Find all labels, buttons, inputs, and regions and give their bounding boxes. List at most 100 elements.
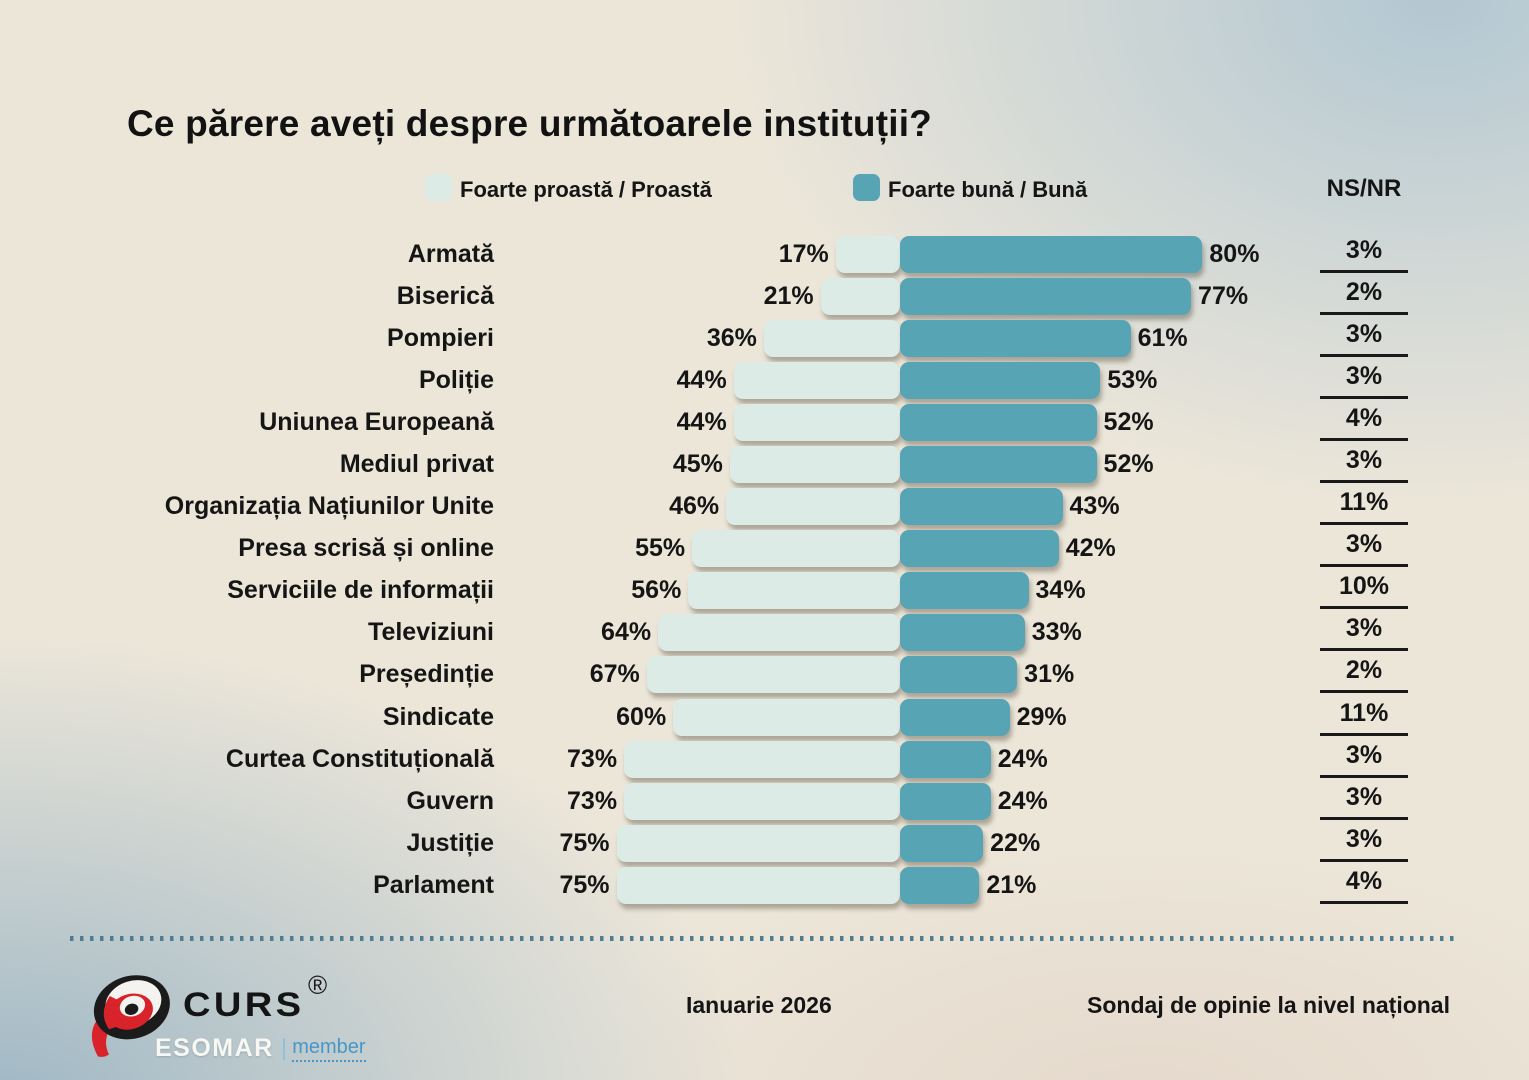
- nsnr-cell: 2%: [1320, 656, 1408, 694]
- positive-bar: [900, 446, 1097, 484]
- negative-bar: [726, 488, 900, 526]
- positive-value: 43%: [1069, 492, 1120, 521]
- footer-note: Sondaj de opinie la nivel național: [1087, 992, 1450, 1018]
- table-row: Sindicate 60% 29% 11%: [0, 696, 1529, 738]
- institution-label: Poliție: [418, 365, 494, 394]
- nsnr-value: 3%: [1345, 740, 1383, 769]
- positive-bar: [900, 235, 1203, 273]
- positive-bar: [900, 824, 984, 862]
- brand-text: CURS: [183, 986, 305, 1024]
- table-row: Pompieri 36% 61% 3%: [0, 317, 1529, 359]
- table-row: Televiziuni 64% 33% 3%: [0, 612, 1529, 654]
- positive-zone: 52%: [900, 401, 1320, 443]
- page-title: Ce părere aveți despre următoarele insti…: [127, 103, 932, 144]
- negative-zone: 55%: [508, 528, 900, 570]
- negative-bar: [673, 698, 900, 736]
- positive-bar: [900, 698, 1010, 736]
- positive-bar: [900, 277, 1192, 315]
- positive-zone: 53%: [900, 359, 1320, 401]
- positive-zone: 21%: [900, 864, 1320, 906]
- table-row: Curtea Constituțională 73% 24% 3%: [0, 738, 1529, 780]
- nsnr-value: 3%: [1345, 319, 1383, 348]
- positive-value: 24%: [997, 786, 1048, 815]
- institution-label: Guvern: [406, 786, 494, 815]
- positive-zone: 34%: [900, 570, 1320, 612]
- negative-value: 45%: [672, 450, 723, 479]
- negative-zone: 67%: [508, 654, 900, 696]
- negative-zone: 75%: [508, 864, 900, 906]
- positive-zone: 42%: [900, 528, 1320, 570]
- positive-value: 52%: [1103, 450, 1154, 479]
- positive-bar: [900, 403, 1097, 441]
- nsnr-cell: 3%: [1320, 362, 1408, 399]
- legend-negative-swatch: [425, 174, 452, 201]
- nsnr-value: 3%: [1345, 614, 1383, 643]
- negative-bar: [646, 656, 900, 694]
- positive-bar: [900, 614, 1025, 652]
- table-row: Poliție 44% 53% 3%: [0, 359, 1529, 401]
- positive-zone: 77%: [900, 275, 1320, 317]
- table-row: Mediul privat 45% 52% 3%: [0, 443, 1529, 485]
- negative-bar: [688, 572, 900, 610]
- positive-bar: [900, 361, 1101, 399]
- dotted-divider: [70, 936, 1460, 941]
- positive-bar: [900, 740, 991, 778]
- positive-value: 77%: [1198, 281, 1249, 310]
- institution-label: Mediul privat: [339, 450, 494, 479]
- positive-zone: 24%: [900, 780, 1320, 822]
- table-row: Uniunea Europeană 44% 52% 4%: [0, 401, 1529, 443]
- institution-label: Uniunea Europeană: [259, 407, 494, 436]
- table-row: Justiție 75% 22% 3%: [0, 822, 1529, 864]
- negative-zone: 73%: [508, 780, 900, 822]
- negative-value: 75%: [559, 870, 610, 899]
- legend-positive-swatch: [853, 174, 880, 201]
- table-row: Organizația Națiunilor Unite 46% 43% 11%: [0, 486, 1529, 528]
- nsnr-cell: 3%: [1320, 446, 1408, 484]
- nsnr-cell: 4%: [1320, 404, 1408, 441]
- negative-bar: [733, 403, 900, 441]
- positive-zone: 31%: [900, 654, 1320, 696]
- positive-bar: [900, 656, 1018, 694]
- negative-value: 36%: [706, 323, 757, 352]
- positive-value: 80%: [1209, 239, 1260, 268]
- member-label: member: [292, 1036, 366, 1062]
- institution-label: Armată: [407, 239, 494, 268]
- negative-value: 17%: [778, 239, 829, 268]
- negative-value: 73%: [567, 786, 618, 815]
- nsnr-cell: 11%: [1320, 488, 1408, 526]
- chart-rows: Armată 17% 80% 3% Biserică 21% 77% 2% Po…: [0, 233, 1529, 907]
- nsnr-cell: 3%: [1320, 741, 1408, 778]
- positive-value: 22%: [990, 828, 1041, 857]
- nsnr-cell: 3%: [1320, 320, 1408, 357]
- negative-zone: 75%: [508, 822, 900, 864]
- nsnr-column-header: NS/NR: [1326, 175, 1402, 202]
- negative-bar: [624, 782, 900, 820]
- nsnr-cell: 3%: [1320, 530, 1408, 568]
- esomar-separator: [282, 1037, 286, 1060]
- negative-zone: 44%: [508, 359, 900, 401]
- positive-zone: 33%: [900, 612, 1320, 654]
- negative-bar: [729, 446, 900, 484]
- nsnr-value: 2%: [1345, 656, 1383, 685]
- institution-label: Curtea Constituțională: [225, 744, 494, 773]
- positive-value: 33%: [1031, 618, 1082, 647]
- negative-zone: 73%: [508, 738, 900, 780]
- positive-value: 42%: [1065, 534, 1116, 563]
- positive-bar: [900, 319, 1131, 357]
- negative-zone: 56%: [508, 570, 900, 612]
- curs-logo: CURS ® ESOMAR member: [85, 962, 415, 1072]
- positive-bar: [900, 572, 1029, 610]
- nsnr-cell: 3%: [1320, 614, 1408, 652]
- table-row: Serviciile de informații 56% 34% 10%: [0, 570, 1529, 612]
- negative-bar: [763, 319, 900, 357]
- institution-label: Serviciile de informații: [227, 576, 494, 605]
- nsnr-cell: 3%: [1320, 825, 1408, 862]
- negative-value: 46%: [669, 492, 720, 521]
- institution-label: Parlament: [373, 870, 494, 899]
- positive-value: 21%: [986, 870, 1037, 899]
- legend-positive-label: Foarte bună / Bună: [888, 177, 1088, 202]
- negative-bar: [624, 740, 900, 778]
- positive-zone: 22%: [900, 822, 1320, 864]
- footer-date: Ianuarie 2026: [686, 992, 832, 1018]
- nsnr-value: 2%: [1345, 277, 1383, 306]
